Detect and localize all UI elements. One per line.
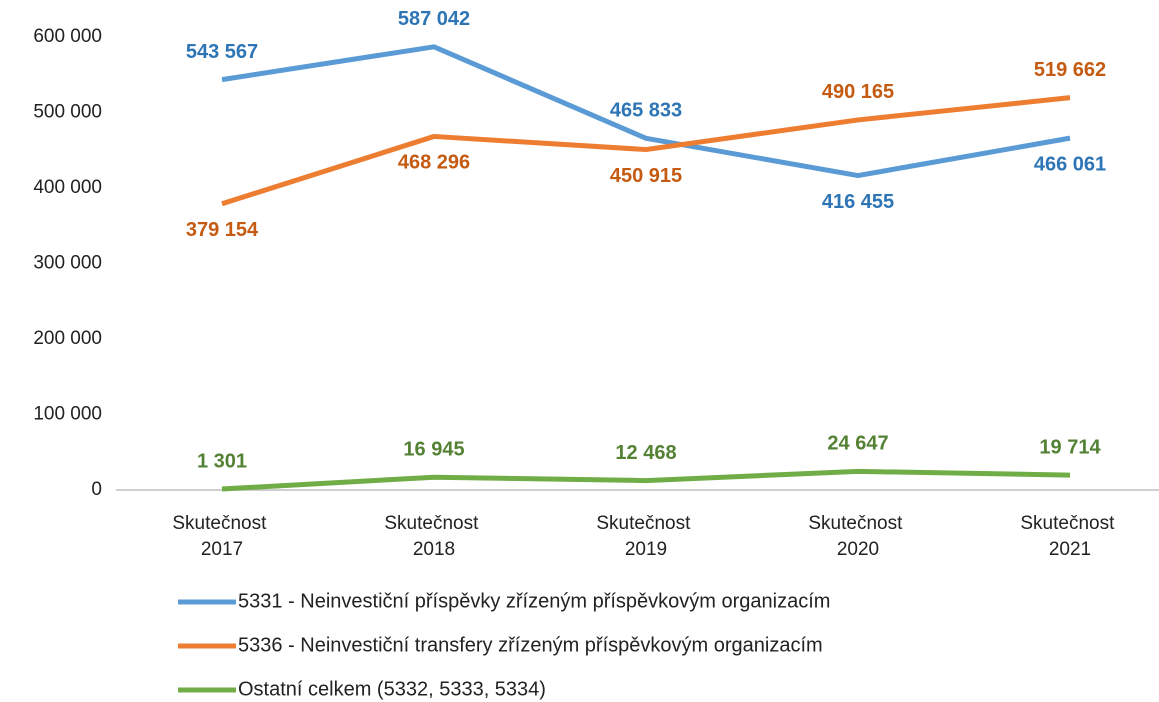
- y-tick-label: 300 000: [33, 253, 102, 274]
- data-label: 16 945: [403, 438, 464, 460]
- x-tick-label: Skutečnost 2021: [1020, 513, 1119, 560]
- y-tick-label: 100 000: [33, 404, 102, 425]
- x-tick-label: Skutečnost 2019: [596, 513, 695, 560]
- data-label: 416 455: [822, 191, 894, 213]
- series-line: [221, 468, 1071, 492]
- series-line: [221, 95, 1071, 207]
- data-label: 379 154: [186, 219, 259, 241]
- data-label: 19 714: [1039, 436, 1101, 458]
- x-tick-label: Skutečnost 2017: [172, 513, 271, 560]
- series-line: [221, 44, 1071, 179]
- x-tick-label: Skutečnost 2018: [384, 513, 483, 560]
- data-label: 519 662: [1034, 59, 1106, 81]
- legend-label: 5331 - Neinvestiční příspěvky zřízeným p…: [238, 590, 830, 612]
- y-tick-label: 600 000: [33, 26, 102, 47]
- y-tick-label: 0: [91, 479, 102, 500]
- data-label: 465 833: [610, 100, 682, 122]
- data-label: 543 567: [186, 41, 258, 63]
- data-label: 466 061: [1034, 153, 1106, 175]
- data-label: 587 042: [398, 8, 470, 30]
- data-label: 490 165: [822, 81, 894, 103]
- data-label: 1 301: [197, 450, 247, 472]
- data-label: 12 468: [615, 442, 676, 464]
- data-label: 468 296: [398, 152, 470, 174]
- x-tick-label: Skutečnost 2020: [808, 513, 907, 560]
- legend-label: Ostatní celkem (5332, 5333, 5334): [238, 678, 546, 700]
- data-label: 450 915: [610, 165, 682, 187]
- y-tick-label: 500 000: [33, 102, 102, 123]
- legend-label: 5336 - Neinvestiční transfery zřízeným p…: [238, 634, 823, 656]
- data-label: 24 647: [827, 433, 888, 455]
- y-tick-label: 200 000: [33, 328, 102, 349]
- y-tick-label: 400 000: [33, 177, 102, 198]
